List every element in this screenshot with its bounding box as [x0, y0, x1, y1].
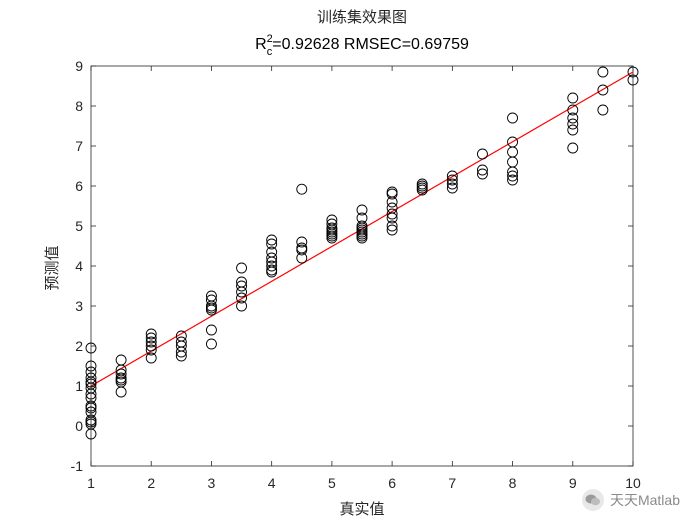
data-point: [627, 74, 639, 86]
data-point: [597, 66, 609, 78]
y-tick-label: 8: [75, 98, 83, 114]
data-point: [507, 174, 519, 186]
data-point: [236, 292, 248, 304]
data-point: [266, 252, 278, 264]
data-point: [356, 204, 368, 216]
x-tick-label: 8: [509, 475, 517, 491]
data-point: [266, 266, 278, 278]
data-point: [356, 232, 368, 244]
data-point: [446, 174, 458, 186]
watermark-text: 天天Matlab: [609, 492, 680, 508]
data-point: [446, 182, 458, 194]
x-tick-label: 10: [625, 475, 641, 491]
data-point: [85, 388, 97, 400]
data-point: [326, 232, 338, 244]
y-tick-label: 4: [75, 258, 83, 274]
data-point: [145, 340, 157, 352]
x-tick-label: 6: [388, 475, 396, 491]
data-point: [236, 286, 248, 298]
data-point: [205, 304, 217, 316]
data-point: [85, 428, 97, 440]
data-point: [266, 234, 278, 246]
data-point: [115, 368, 127, 380]
data-point: [507, 112, 519, 124]
data-point: [145, 352, 157, 364]
metrics-values: =0.92628 RMSEC=0.69759: [272, 36, 469, 53]
chart-title: 训练集效果图: [317, 8, 407, 26]
data-point: [145, 336, 157, 348]
data-point: [266, 238, 278, 250]
data-point: [85, 402, 97, 414]
y-tick-label: 1: [75, 378, 83, 394]
data-point: [476, 168, 488, 180]
y-axis-label: 预测值: [43, 245, 61, 290]
data-point: [236, 280, 248, 292]
data-point: [446, 170, 458, 182]
data-point: [597, 104, 609, 116]
data-point: [386, 208, 398, 220]
y-tick-label: 2: [75, 338, 83, 354]
plot-area: [90, 65, 634, 467]
y-tick-label: 9: [75, 58, 83, 74]
data-point: [386, 212, 398, 224]
data-point: [476, 148, 488, 160]
y-tick-label: 5: [75, 218, 83, 234]
data-point: [567, 124, 579, 136]
y-tick-label: 6: [75, 178, 83, 194]
data-point: [205, 324, 217, 336]
data-point: [85, 360, 97, 372]
x-axis-label: 真实值: [339, 500, 384, 518]
data-point: [567, 142, 579, 154]
r2-superscript: 2: [267, 33, 273, 45]
data-point: [386, 196, 398, 208]
data-point: [446, 178, 458, 190]
data-point: [175, 350, 187, 362]
data-point: [567, 118, 579, 130]
data-point: [296, 183, 308, 195]
watermark: 天天Matlab: [581, 489, 680, 511]
y-tick-label: 0: [75, 418, 83, 434]
data-point: [145, 332, 157, 344]
data-point: [507, 166, 519, 178]
x-tick-label: 7: [448, 475, 456, 491]
r2-subscript: c: [267, 46, 273, 58]
x-tick-label: 3: [208, 475, 216, 491]
data-point: [567, 104, 579, 116]
x-tick-label: 9: [569, 475, 577, 491]
r2-prefix: R: [255, 36, 267, 53]
data-point: [236, 300, 248, 312]
data-point: [507, 170, 519, 182]
y-tick-label: 3: [75, 298, 83, 314]
data-point: [386, 220, 398, 232]
y-tick-label: 7: [75, 138, 83, 154]
x-tick-label: 5: [328, 475, 336, 491]
x-tick-label: 4: [268, 475, 276, 491]
data-point: [236, 262, 248, 274]
wechat-icon: [581, 489, 604, 511]
data-point: [416, 184, 428, 196]
data-point: [115, 386, 127, 398]
data-point: [85, 342, 97, 354]
metrics-subtitle: R2 c=0.92628 RMSEC=0.69759: [255, 33, 469, 58]
data-point: [567, 92, 579, 104]
data-point: [386, 224, 398, 236]
data-point: [266, 260, 278, 272]
data-point: [145, 328, 157, 340]
y-tick-label: -1: [71, 458, 84, 474]
data-point: [296, 236, 308, 248]
data-point: [175, 346, 187, 358]
data-point: [597, 84, 609, 96]
data-point: [205, 338, 217, 350]
data-point: [567, 112, 579, 124]
x-tick-label: 2: [147, 475, 155, 491]
data-point: [145, 344, 157, 356]
data-point: [296, 244, 308, 256]
data-point: [476, 164, 488, 176]
data-point: [296, 252, 308, 264]
x-tick-label: 1: [87, 475, 95, 491]
data-point: [386, 188, 398, 200]
